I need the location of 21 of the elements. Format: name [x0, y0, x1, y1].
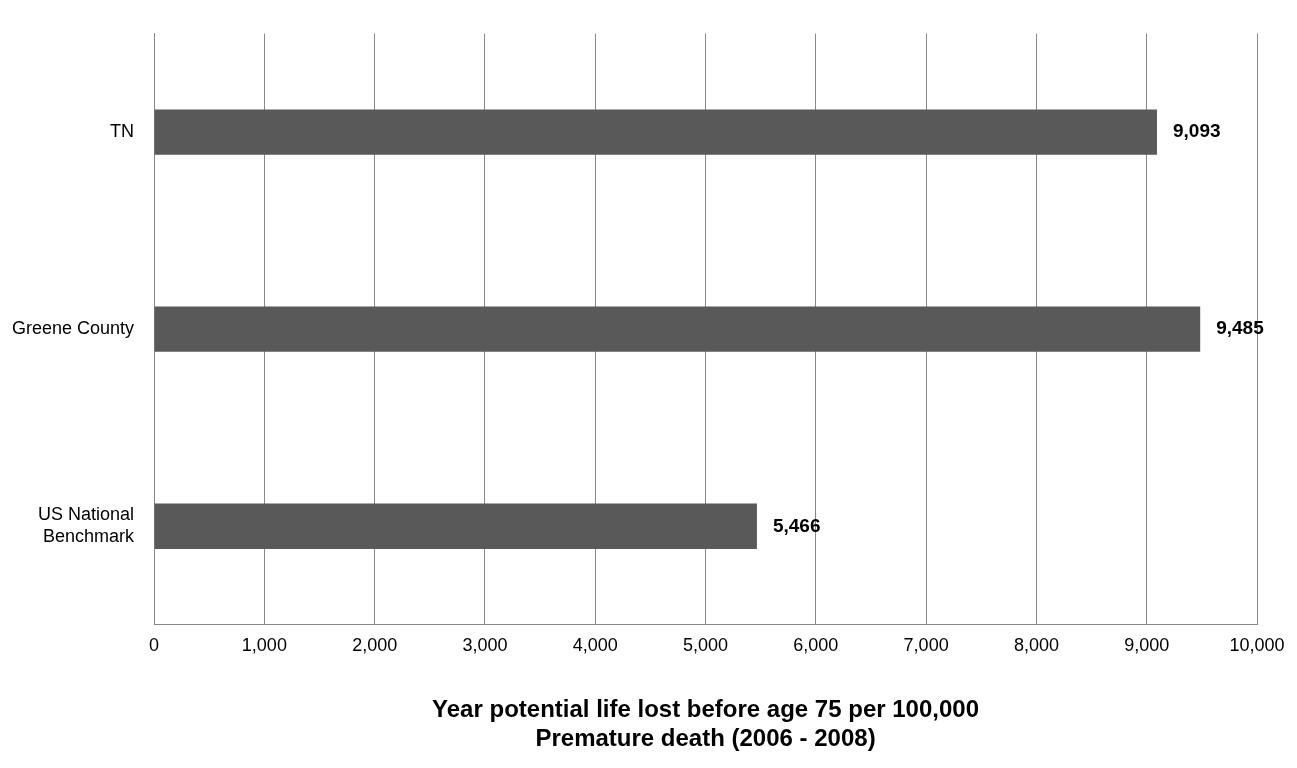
- x-tick-label: 2,000: [352, 634, 398, 655]
- x-tick-label: 5,000: [683, 634, 729, 655]
- x-tick-label: 10,000: [1229, 634, 1285, 655]
- y-tick-label: TN: [110, 121, 135, 142]
- x-tick-label: 3,000: [462, 634, 508, 655]
- bar: [154, 306, 1201, 352]
- x-tick-label: 4,000: [572, 634, 618, 655]
- data-label: 9,093: [1172, 120, 1221, 142]
- x-tick-label: 8,000: [1013, 634, 1059, 655]
- x-tick-label: 7,000: [903, 634, 949, 655]
- x-tick-label: 1,000: [241, 634, 287, 655]
- x-tick-label: 9,000: [1124, 634, 1170, 655]
- x-axis-title: Year potential life lost before age 75 per 100,000 Premature death (2006 - 2008): [432, 695, 979, 752]
- x-tick-label: 0: [149, 634, 160, 655]
- y-tick-label: Greene County: [11, 318, 135, 339]
- y-tick-label: US National Benchmark: [38, 504, 136, 547]
- x-tick-label: 6,000: [793, 634, 839, 655]
- data-label: 5,466: [772, 514, 821, 536]
- data-label: 9,485: [1216, 317, 1265, 339]
- bar: [154, 503, 757, 549]
- bar: [154, 109, 1157, 155]
